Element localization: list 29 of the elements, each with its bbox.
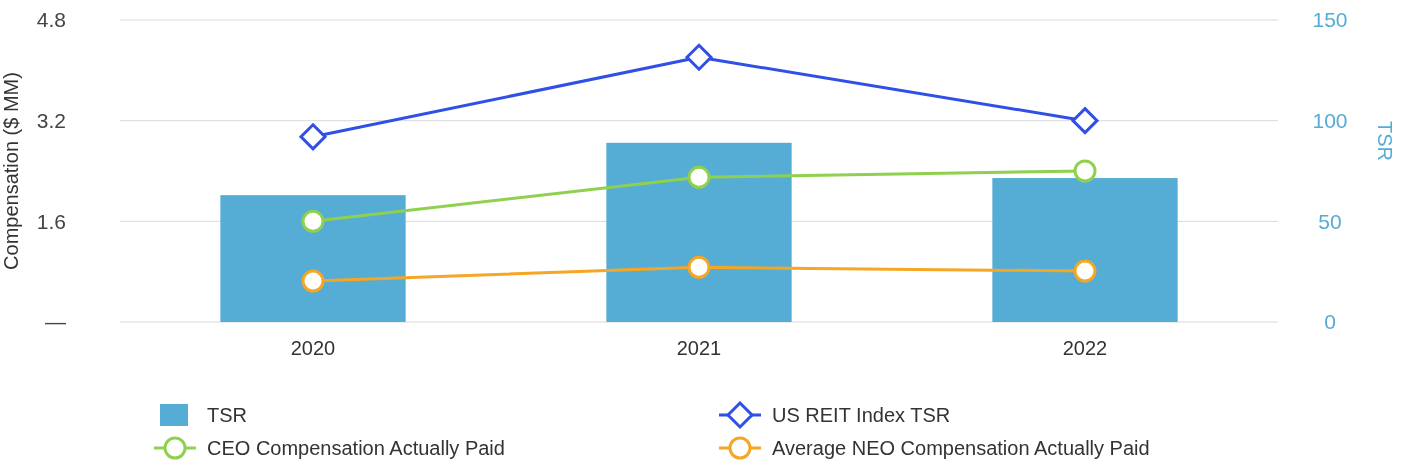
y2-axis-title: TSR bbox=[1374, 121, 1396, 161]
bar bbox=[606, 142, 792, 322]
y-tick-label: 1.6 bbox=[36, 209, 66, 233]
x-tick-label: 2022 bbox=[1062, 337, 1108, 359]
point bbox=[1071, 107, 1099, 135]
point bbox=[1073, 259, 1097, 283]
legend-label: US REIT Index TSR bbox=[772, 404, 951, 426]
y-tick-label: — bbox=[45, 310, 66, 334]
legend-label: TSR bbox=[207, 404, 247, 426]
legend-label: CEO Compensation Actually Paid bbox=[207, 437, 505, 459]
y-tick-label: 4.8 bbox=[36, 8, 66, 32]
y-tick-label: 3.2 bbox=[36, 109, 66, 133]
bar bbox=[220, 195, 406, 322]
point bbox=[301, 269, 325, 293]
y2-tick-label: 100 bbox=[1312, 109, 1348, 133]
point bbox=[301, 209, 325, 233]
x-tick-label: 2021 bbox=[676, 337, 722, 359]
point bbox=[1073, 159, 1097, 183]
y2-tick-label: 0 bbox=[1324, 310, 1336, 334]
point bbox=[687, 255, 711, 279]
y2-tick-label: 50 bbox=[1318, 209, 1342, 233]
legend-label: Average NEO Compensation Actually Paid bbox=[772, 437, 1150, 459]
x-tick-label: 2020 bbox=[290, 337, 336, 359]
y-axis-title: Compensation ($ MM) bbox=[0, 72, 22, 270]
point bbox=[299, 123, 327, 151]
point bbox=[687, 165, 711, 189]
y2-tick-label: 150 bbox=[1312, 8, 1348, 32]
bar bbox=[992, 178, 1178, 322]
point bbox=[685, 43, 713, 71]
